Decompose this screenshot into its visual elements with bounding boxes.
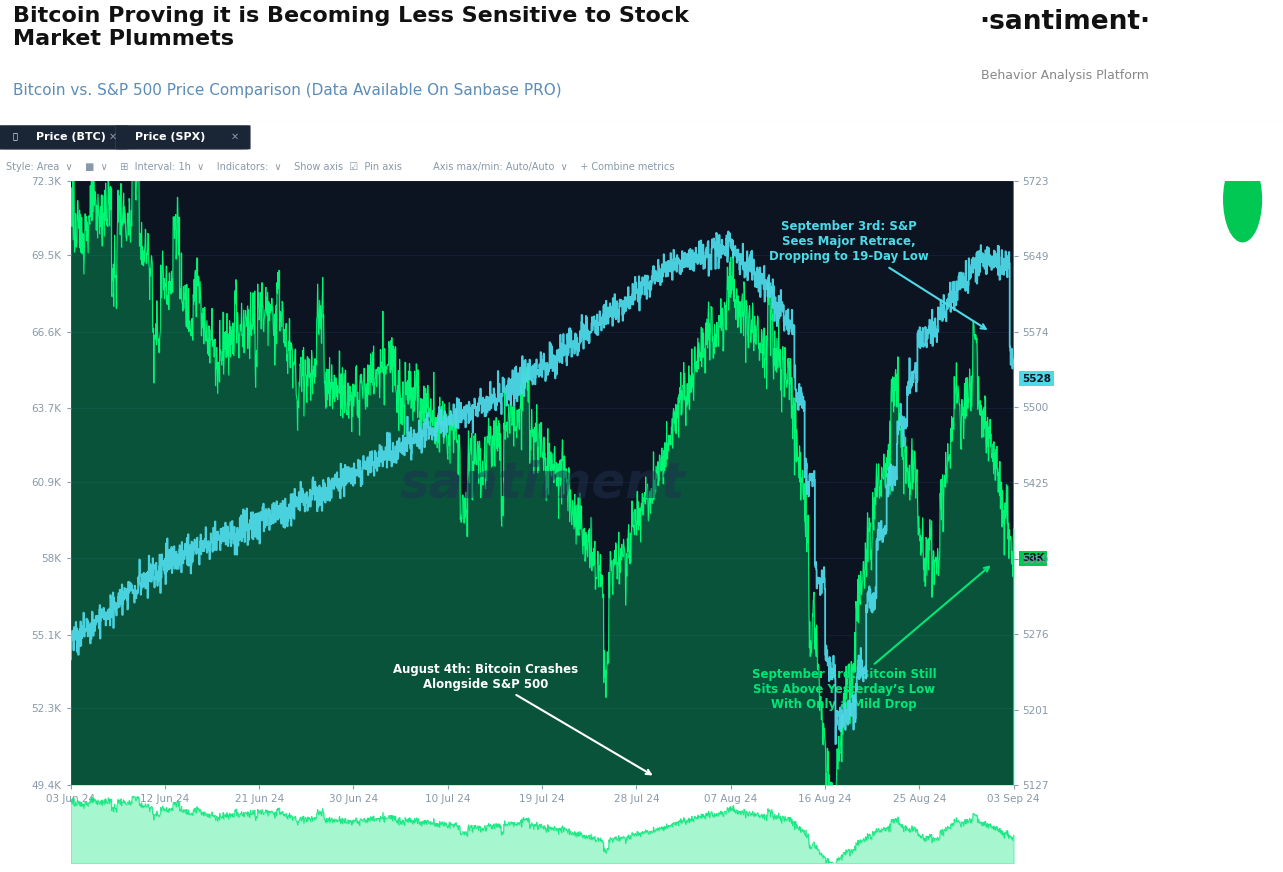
Text: 🔒: 🔒 bbox=[13, 133, 18, 141]
FancyBboxPatch shape bbox=[115, 126, 250, 149]
Text: August 4th: Bitcoin Crashes
Alongside S&P 500: August 4th: Bitcoin Crashes Alongside S&… bbox=[393, 663, 650, 774]
Text: Price (SPX): Price (SPX) bbox=[135, 132, 205, 142]
Text: Price (BTC): Price (BTC) bbox=[36, 132, 105, 142]
FancyBboxPatch shape bbox=[0, 126, 128, 149]
Text: ✕: ✕ bbox=[109, 132, 117, 142]
Text: ✕: ✕ bbox=[231, 132, 239, 142]
Text: September 3rd: S&P
Sees Major Retrace,
Dropping to 19-Day Low: September 3rd: S&P Sees Major Retrace, D… bbox=[769, 221, 985, 329]
Text: Style: Area  ∨    ■  ∨    ⊞  Interval: 1h  ∨    Indicators:  ∨    Show axis  ☑  : Style: Area ∨ ■ ∨ ⊞ Interval: 1h ∨ Indic… bbox=[6, 162, 675, 172]
Text: santiment: santiment bbox=[399, 459, 685, 508]
Text: ·santiment·: ·santiment· bbox=[979, 9, 1151, 35]
Text: Behavior Analysis Platform: Behavior Analysis Platform bbox=[981, 69, 1148, 82]
Circle shape bbox=[1224, 157, 1261, 242]
Text: September 3rd: Bitcoin Still
Sits Above Yesterday’s Low
With Only a Mild Drop: September 3rd: Bitcoin Still Sits Above … bbox=[752, 567, 989, 712]
Text: Bitcoin vs. S&P 500 Price Comparison (Data Available On Sanbase PRO): Bitcoin vs. S&P 500 Price Comparison (Da… bbox=[13, 83, 562, 98]
Text: 5528: 5528 bbox=[1021, 374, 1051, 384]
Text: 58K: 58K bbox=[1021, 553, 1044, 563]
Text: Bitcoin Proving it is Becoming Less Sensitive to Stock
Market Plummets: Bitcoin Proving it is Becoming Less Sens… bbox=[13, 6, 689, 49]
